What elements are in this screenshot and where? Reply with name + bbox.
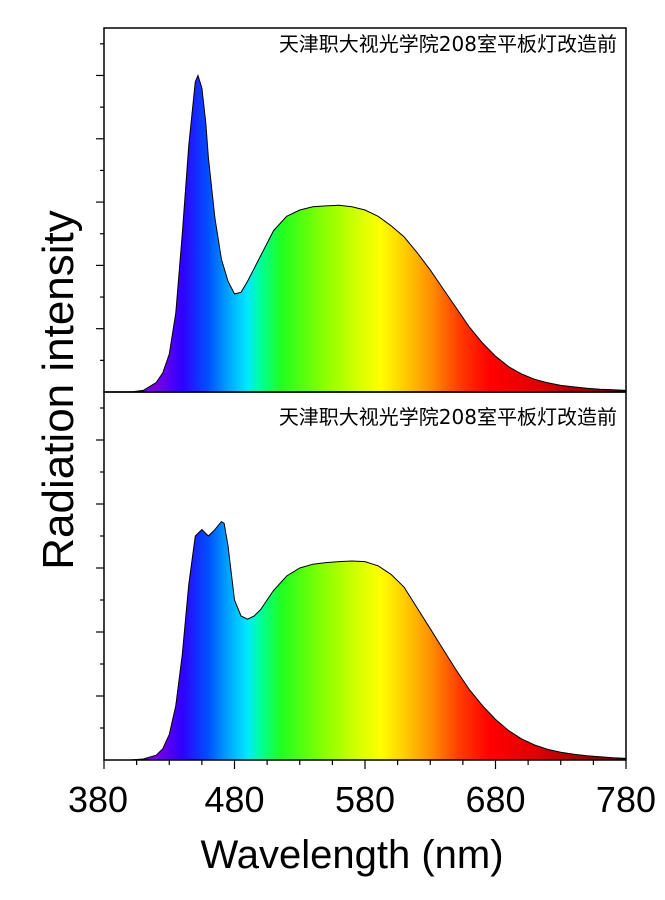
x-axis-label: Wavelength (nm) — [200, 833, 503, 877]
x-tick-label: 380 — [68, 779, 128, 820]
top-spectrum-panel: 天津职大视光学院208室平板灯改造前 — [96, 32, 627, 393]
bottom-panel-title: 天津职大视光学院208室平板灯改造前 — [279, 405, 617, 429]
top-spectrum-area — [104, 74, 627, 393]
x-tick-label: 480 — [204, 779, 264, 820]
bottom-spectrum-panel: 天津职大视光学院208室平板灯改造前 — [96, 405, 627, 761]
top-y-axis-ticks — [96, 43, 104, 361]
x-tick-label: 580 — [335, 779, 395, 820]
y-axis-label: Radiation intensity — [34, 210, 83, 570]
x-tick-label: 780 — [596, 779, 656, 820]
x-tick-label: 680 — [465, 779, 525, 820]
bottom-y-axis-ticks — [96, 407, 104, 729]
x-axis-ticks: 380 480 580 680 780 — [68, 760, 656, 820]
top-panel-title: 天津职大视光学院208室平板灯改造前 — [279, 32, 617, 56]
bottom-spectrum-area — [104, 520, 627, 761]
bottom-panel-frame — [103, 391, 627, 761]
